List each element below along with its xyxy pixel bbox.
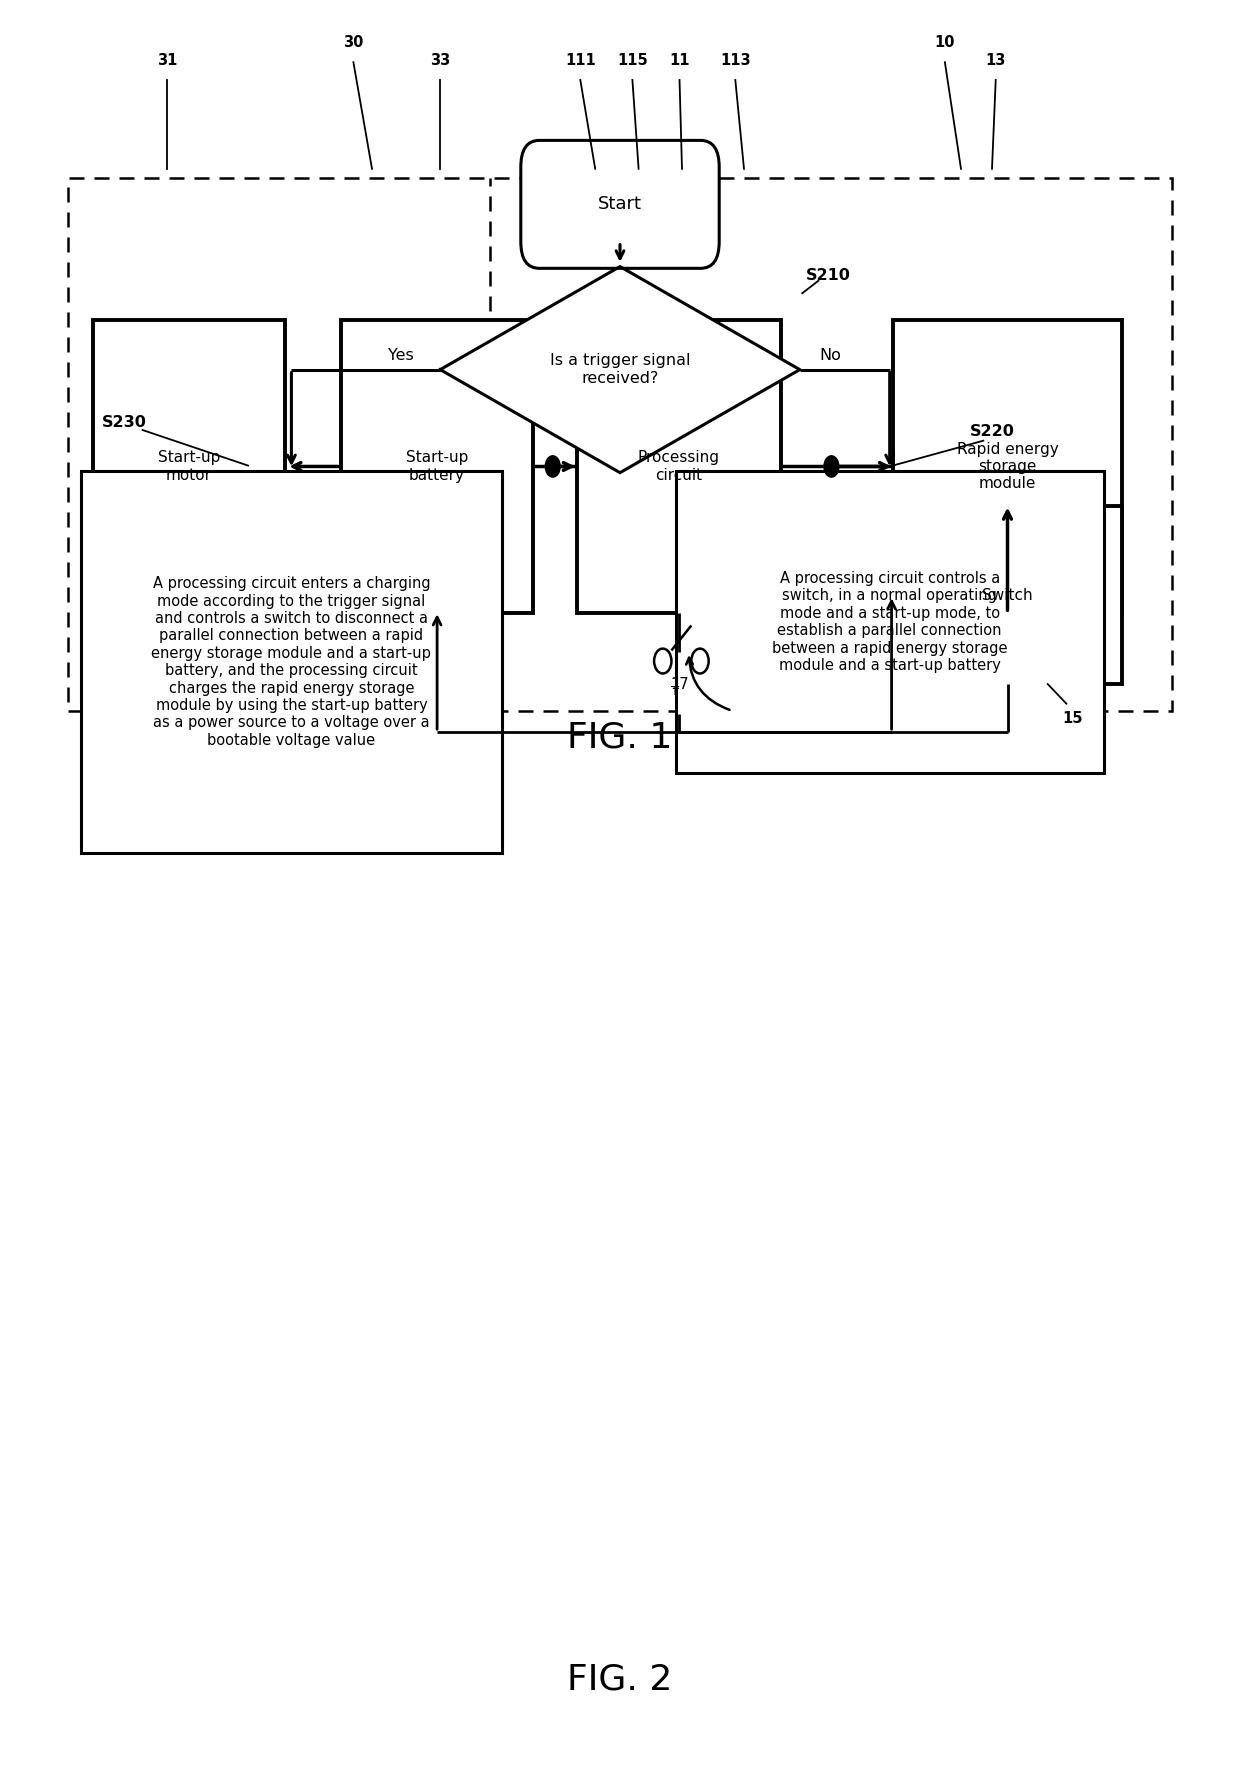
Bar [893,320,1122,613]
Bar [676,471,1104,773]
Text: Processing
circuit: Processing circuit [637,450,720,483]
Bar [93,320,285,613]
Text: T: T [671,684,680,698]
Text: S230: S230 [102,416,146,430]
Text: 13: 13 [986,53,1006,68]
Text: Yes: Yes [388,348,413,363]
Polygon shape [440,267,800,473]
Text: Start: Start [598,195,642,213]
Text: FIG. 1: FIG. 1 [568,720,672,755]
Text: No: No [820,348,842,363]
FancyBboxPatch shape [521,140,719,268]
Text: 30: 30 [343,36,363,50]
Text: 111: 111 [565,53,595,68]
Text: FIG. 2: FIG. 2 [568,1661,672,1697]
Text: 10: 10 [935,36,955,50]
Bar [68,178,1172,711]
Circle shape [546,455,560,476]
Text: Start-up
battery: Start-up battery [405,450,469,483]
Text: 15: 15 [1063,711,1083,725]
Text: 113: 113 [720,53,750,68]
Bar [577,320,781,613]
Bar [893,506,1122,684]
Text: Is a trigger signal
received?: Is a trigger signal received? [549,354,691,386]
Text: Switch: Switch [982,588,1033,602]
Text: Start-up
motor: Start-up motor [157,450,221,483]
Text: A processing circuit enters a charging
mode according to the trigger signal
and : A processing circuit enters a charging m… [151,576,432,748]
Text: S220: S220 [970,425,1014,439]
Text: 33: 33 [430,53,450,68]
Text: Rapid energy
storage
module: Rapid energy storage module [956,441,1059,492]
Text: 115: 115 [618,53,647,68]
Text: A processing circuit controls a
switch, in a normal operating
mode and a start-u: A processing circuit controls a switch, … [773,570,1007,673]
Circle shape [823,455,838,476]
Bar [81,471,502,853]
Bar [341,320,533,613]
Text: 31: 31 [157,53,177,68]
Text: 11: 11 [670,53,689,68]
Text: S210: S210 [806,268,851,283]
Text: 17: 17 [670,677,689,691]
